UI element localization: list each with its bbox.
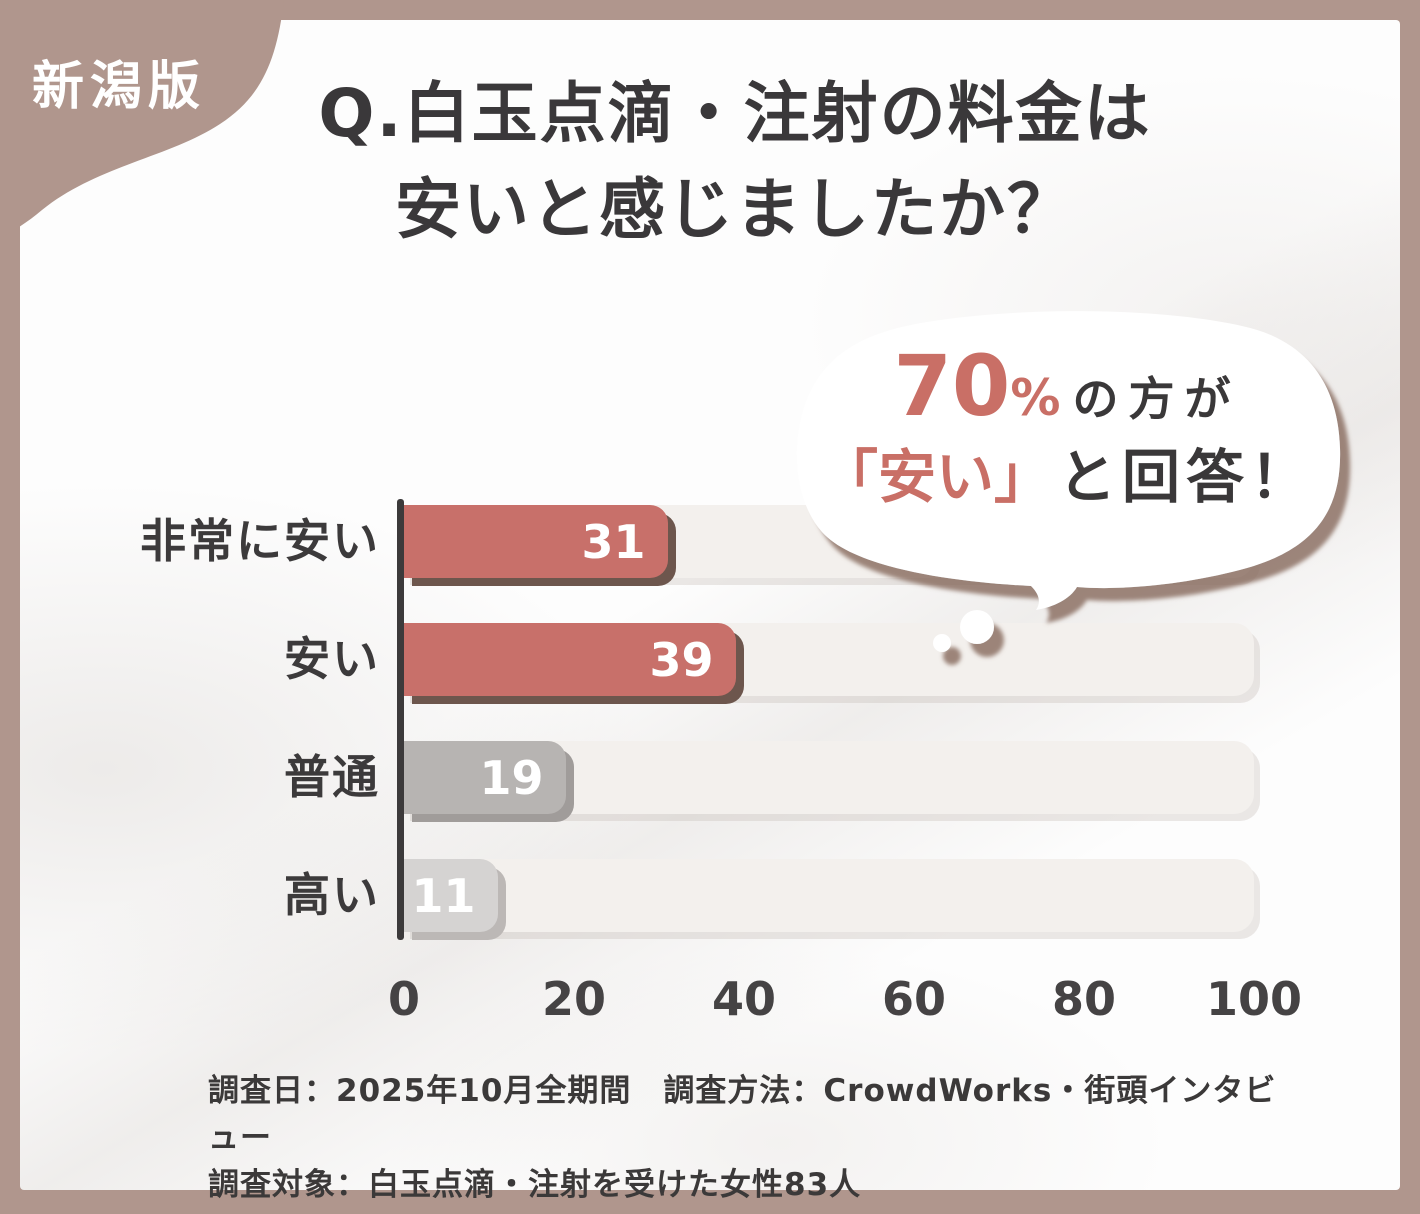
page-title-line2: 安いと感じましたか？ (395, 171, 1075, 248)
callout-answer: と回答！ (1058, 443, 1315, 511)
callout-suffix: の方が (1072, 372, 1241, 426)
bar-row-3: 19 (404, 741, 1254, 814)
category-label-1: 非常に安い (140, 514, 380, 568)
callout-quote: 「安い」 (819, 443, 1052, 511)
page-title-line1: Q.白玉点滴・注射の料金は (318, 75, 1152, 152)
bar-value: 11 (411, 868, 476, 923)
callout-line1: 70 % の方が (792, 341, 1342, 431)
bar: 31 (404, 505, 668, 578)
bar-value: 39 (649, 632, 714, 687)
category-label-3: 普通 (284, 750, 380, 804)
x-axis: 0 20 40 60 80 100 (388, 972, 1302, 1032)
content-panel (20, 20, 1400, 1190)
page-title: Q.白玉点滴・注射の料金は 安いと感じましたか？ (90, 66, 1380, 258)
x-axis-tick: 0 (387, 972, 421, 1026)
category-label-2: 安い (284, 632, 380, 686)
category-label-4: 高い (284, 868, 380, 922)
bar-value: 19 (479, 750, 544, 805)
callout-line2: 「安い」 と回答！ (792, 431, 1342, 523)
bar-track (404, 859, 1254, 932)
thought-circle-small (933, 634, 951, 652)
y-axis-line (397, 499, 404, 940)
x-axis-tick: 60 (881, 972, 947, 1026)
footnote-line2: 調査対象：白玉点滴・注射を受けた女性83人 (208, 1167, 862, 1203)
bar: 11 (404, 859, 498, 932)
x-axis-tick: 80 (1051, 972, 1117, 1026)
bar-row-2: 39 (404, 623, 1254, 696)
callout-percent-sign: % (1010, 369, 1061, 427)
bar-row-4: 11 (404, 859, 1254, 932)
thought-circle-large (960, 610, 994, 644)
x-axis-tick: 40 (711, 972, 777, 1026)
corner-blob-shape (0, 0, 284, 238)
bar: 39 (404, 623, 736, 696)
edition-badge: 新潟版 (32, 57, 207, 117)
bar: 19 (404, 741, 566, 814)
bar-value: 31 (581, 514, 646, 569)
x-axis-tick: 100 (1205, 972, 1303, 1026)
bubble-body (796, 311, 1341, 610)
footnote: 調査日：2025年10月全期間 調査方法：CrowdWorks・街頭インタビュー… (208, 1068, 1308, 1209)
x-axis-tick: 20 (541, 972, 607, 1026)
footnote-line1: 調査日：2025年10月全期間 調査方法：CrowdWorks・街頭インタビュー (208, 1073, 1277, 1156)
callout-bubble (796, 311, 1341, 652)
callout-percent: 70 (893, 337, 1011, 435)
callout-text: 70 % の方が 「安い」 と回答！ (792, 341, 1342, 523)
